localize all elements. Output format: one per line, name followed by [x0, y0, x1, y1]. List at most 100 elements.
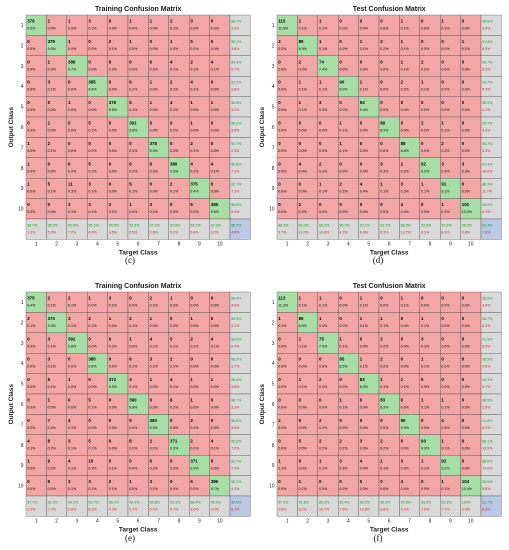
cell-percent: 0.1%	[88, 169, 97, 173]
off-diagonal-cell: 00.0%	[338, 96, 359, 118]
cell-percent: 0.0%	[421, 385, 430, 389]
cell-percent: 0.0%	[129, 487, 138, 491]
cell-percent: 3.5%	[482, 406, 491, 410]
cell-percent: 0.0%	[462, 149, 471, 153]
cell-value: 6	[170, 459, 173, 464]
off-diagonal-cell: 00.0%	[25, 373, 47, 395]
cell-value: 97.7%	[27, 501, 38, 505]
off-diagonal-cell: 20.1%	[127, 312, 149, 333]
cell-value: 2	[150, 296, 153, 301]
cell-value: 3	[48, 336, 51, 341]
x-tick-label: 2	[55, 241, 58, 247]
off-diagonal-cell: 00.0%	[66, 393, 88, 415]
cell-percent: 0.1%	[129, 108, 138, 112]
cell-value: 1	[190, 121, 193, 126]
x-tick-label: 7	[157, 241, 160, 247]
cell-value: 3	[441, 161, 444, 166]
row-summary-cell: 94.3%5.7%	[480, 373, 502, 395]
cell-value: 1	[360, 80, 363, 85]
cell-value: 93.9%	[421, 224, 432, 228]
cell-value: 83	[380, 398, 385, 403]
cell-value: 0	[129, 418, 132, 423]
y-tick-label: 6	[272, 125, 275, 131]
cell-value: 4	[211, 59, 214, 64]
off-diagonal-cell: 10.1%	[276, 312, 298, 333]
cell-value: 6	[129, 161, 132, 166]
cell-value: 1	[319, 80, 322, 85]
cell-background	[209, 495, 231, 517]
cell-value: 100%	[462, 501, 472, 505]
off-diagonal-cell: 10.1%	[378, 178, 400, 199]
x-axis-label: Target Class	[370, 249, 409, 256]
cell-value: 1	[299, 80, 302, 85]
cell-value: 6	[150, 459, 153, 464]
off-diagonal-cell: 30.3%	[317, 96, 339, 118]
off-diagonal-cell: 10.0%	[66, 35, 88, 56]
cell-percent: 0.0%	[421, 304, 430, 308]
cell-value: 2	[401, 161, 404, 166]
confusion-matrix-c: Training Confusion Matrix3799.5%10.0%10.…	[8, 6, 251, 265]
cell-background	[480, 35, 502, 56]
column-summary-cell: 93.9%6.1%	[419, 218, 441, 240]
cell-value: 2	[319, 418, 322, 423]
cell-percent: 0.0%	[190, 385, 199, 389]
off-diagonal-cell: 40.1%	[66, 414, 88, 435]
off-diagonal-cell: 00.0%	[460, 178, 482, 199]
cell-value: 6	[129, 357, 132, 362]
off-diagonal-cell: 00.0%	[87, 373, 108, 395]
cell-percent: 0.1%	[211, 169, 220, 173]
off-diagonal-cell: 20.1%	[189, 55, 210, 77]
cell-value: 8	[129, 438, 132, 443]
off-diagonal-cell: 00.0%	[338, 312, 359, 333]
off-diagonal-cell: 40.4%	[358, 455, 380, 476]
cell-percent: 0.0%	[441, 344, 450, 348]
cell-value: 1	[299, 336, 302, 341]
cell-value: 0	[68, 398, 71, 403]
off-diagonal-cell: 10.0%	[66, 96, 88, 118]
cell-percent: 0.1%	[380, 190, 389, 194]
x-tick-label: 8	[429, 241, 432, 247]
off-diagonal-cell: 30.3%	[378, 157, 400, 179]
cell-value: 2	[299, 59, 302, 64]
off-diagonal-cell: 00.0%	[276, 198, 298, 220]
off-diagonal-cell: 20.1%	[189, 434, 210, 456]
cell-percent: 0.0%	[129, 149, 138, 153]
cell-percent: 3.0%	[211, 231, 220, 235]
cell-value: 96.2%	[462, 224, 473, 228]
x-tick-label: 2	[55, 518, 58, 524]
cell-percent: 0.3%	[319, 108, 328, 112]
cell-percent: 0.1%	[441, 27, 450, 31]
off-diagonal-cell: 30.1%	[66, 312, 88, 333]
y-tick-label: 8	[272, 443, 275, 449]
cell-value: 1	[27, 161, 30, 166]
cell-value: 95.7%	[482, 122, 493, 126]
cell-percent: 0.0%	[211, 88, 220, 92]
cell-value: 0	[462, 459, 465, 464]
off-diagonal-cell: 50.1%	[46, 373, 67, 395]
cell-percent: 0.0%	[380, 304, 389, 308]
off-diagonal-cell: 60.2%	[148, 455, 169, 476]
cell-percent: 0.0%	[441, 385, 450, 389]
cell-value: 0	[462, 398, 465, 403]
cell-value: 6	[109, 59, 112, 64]
row-summary-cell: 93.7%6.3%	[480, 55, 502, 77]
cell-value: 96.5%	[482, 399, 493, 403]
cell-value: 11	[68, 182, 73, 187]
cell-percent: 0.0%	[27, 385, 36, 389]
cell-percent: 0.0%	[278, 129, 287, 133]
off-diagonal-cell: 20.1%	[168, 353, 190, 374]
off-diagonal-cell: 10.1%	[419, 353, 441, 374]
cell-background	[66, 495, 88, 517]
cell-value: 1	[421, 398, 424, 403]
cell-percent: 3.3%	[482, 149, 491, 153]
off-diagonal-cell: 00.0%	[338, 414, 359, 435]
cell-value: 2	[48, 296, 51, 301]
cell-value: 0	[150, 121, 153, 126]
cell-value: 3	[68, 479, 71, 484]
x-tick-label: 8	[178, 518, 181, 524]
cell-percent: 0.0%	[421, 27, 430, 31]
y-tick-label: 2	[272, 320, 275, 326]
off-diagonal-cell: 10.1%	[338, 332, 359, 354]
column-summary-cell: 96.2%3.8%	[460, 218, 482, 240]
